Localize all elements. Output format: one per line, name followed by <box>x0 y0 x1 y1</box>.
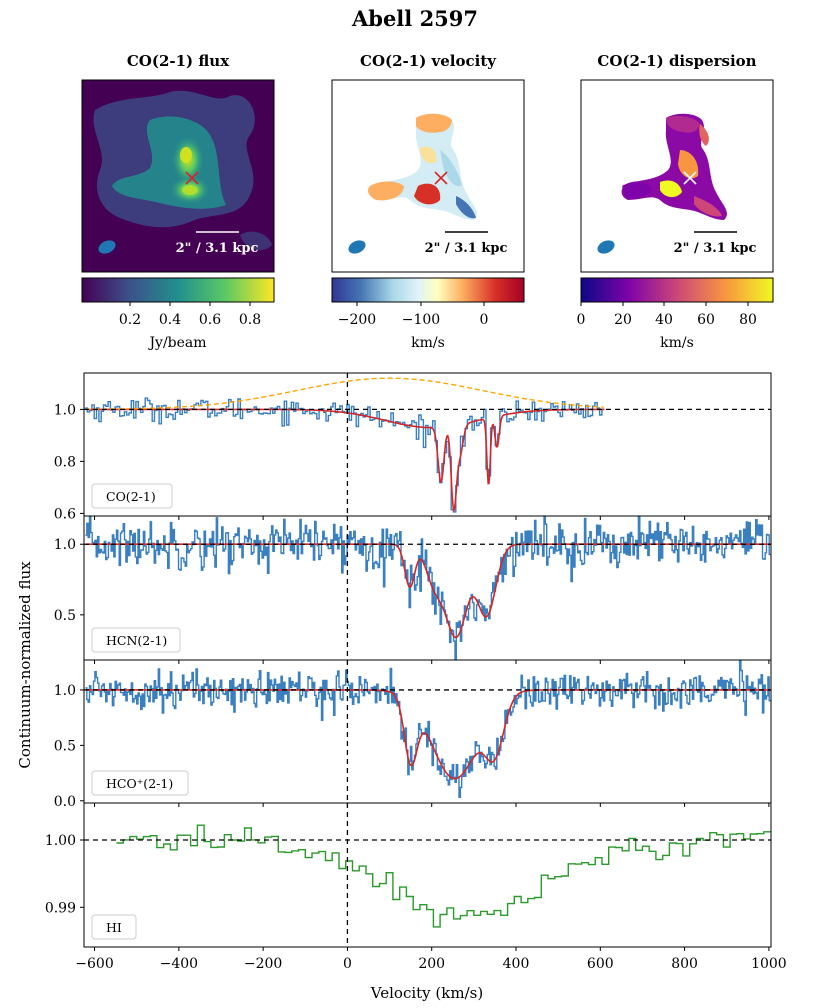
x-tick-label: −400 <box>160 956 198 972</box>
spectra-panels: 0.6 0.8 1.0 CO(2-1) 0.5 1.0 HCN(2-1) 0.0 0.5 1.0 H… <box>45 372 787 972</box>
y-tick-label: 1.0 <box>54 402 76 418</box>
dispersion-map-beam <box>597 240 615 254</box>
y-tick-label: 0.99 <box>45 900 76 916</box>
flux-map-beam <box>98 240 116 254</box>
x-tick-label: 0 <box>343 956 352 972</box>
y-tick-label: 0.0 <box>54 794 76 810</box>
spectrum-plot-area <box>85 660 771 798</box>
velocity-colorbar <box>331 277 525 303</box>
spectrum-panel-2: 0.5 1.0 HCN(2-1) <box>54 515 772 664</box>
legend: CO(2-1) <box>91 483 173 509</box>
legend-label: HCO⁺(2-1) <box>106 776 173 791</box>
spectrum-model-line <box>86 543 771 639</box>
flux-colorbar-label: Jy/beam <box>147 335 206 351</box>
x-tick-label: −200 <box>244 956 282 972</box>
velocity-colorbar-tick-label: −200 <box>338 312 376 328</box>
spectrum-data-line <box>85 660 771 798</box>
y-tick-label: 0.5 <box>54 738 76 754</box>
flux-colorbar-tick-label: 0.2 <box>119 312 141 328</box>
flux-map-panel: CO(2-1) flux 2" / 3.1 kpc 0.2 0.4 <box>81 52 275 351</box>
dispersion-map-scalebar-label: 2" / 3.1 kpc <box>674 241 757 256</box>
legend-box <box>91 770 189 796</box>
dispersion-map-center-marker <box>683 171 697 185</box>
flux-colorbar-tick-label: 0.4 <box>159 312 181 328</box>
velocity-map-beam <box>348 240 366 254</box>
spectra-x-axis-label: Velocity (km/s) <box>370 984 483 1002</box>
flux-colorbar-ticks: 0.2 0.4 0.6 0.8 <box>119 302 261 328</box>
legend-box <box>91 914 137 940</box>
velocity-map-frame <box>331 79 525 273</box>
dispersion-colorbar-tick-label: 0 <box>577 312 586 328</box>
legend: HI <box>91 914 137 940</box>
spectra-y-axis-label: Continuum-normalized flux <box>16 561 34 769</box>
x-tick-label: 600 <box>587 956 614 972</box>
y-tick-label: 1.0 <box>54 537 76 553</box>
dispersion-colorbar-tick-label: 80 <box>739 312 757 328</box>
y-tick-label: 1.0 <box>54 683 76 699</box>
velocity-colorbar-tick-label: −100 <box>402 312 440 328</box>
x-tick-label: 1000 <box>751 956 787 972</box>
dispersion-map-panel: CO(2-1) dispersion 2" / 3.1 kpc 0 20 40 … <box>577 52 774 351</box>
y-tick-label: 0.8 <box>54 454 76 470</box>
flux-map-scalebar-label: 2" / 3.1 kpc <box>176 241 259 256</box>
dispersion-colorbar-tick-label: 60 <box>697 312 715 328</box>
legend-box <box>91 483 173 509</box>
legend: HCO⁺(2-1) <box>91 770 189 796</box>
spectrum-frame <box>83 372 772 517</box>
velocity-colorbar-ticks: −200 −100 0 <box>338 302 489 328</box>
dispersion-colorbar-ticks: 0 20 40 60 80 <box>577 302 757 328</box>
x-tick-label: 400 <box>503 956 530 972</box>
legend-label: HCN(2-1) <box>106 633 167 648</box>
spectrum-frame <box>83 802 772 948</box>
dispersion-colorbar-tick-label: 40 <box>655 312 673 328</box>
velocity-map-scalebar-label: 2" / 3.1 kpc <box>425 241 508 256</box>
spectrum-data-line <box>85 516 771 660</box>
legend: HCN(2-1) <box>91 627 181 653</box>
y-tick-label: 0.6 <box>54 506 76 522</box>
x-tick-label: 200 <box>418 956 445 972</box>
spectrum-data-line <box>116 824 771 928</box>
spectrum-panel-4: 0.99 1.00 −600 −400 −200 0 200 400 600 800 1000 HI <box>45 802 787 972</box>
spectrum-plot-area <box>85 516 771 660</box>
dispersion-colorbar-tick-label: 20 <box>614 312 632 328</box>
x-tick-label: 800 <box>671 956 698 972</box>
dispersion-map-emission <box>621 113 727 220</box>
flux-map-frame <box>81 79 275 273</box>
spectrum-model-line <box>86 408 605 513</box>
flux-map-center-marker <box>185 171 199 185</box>
figure-title: Abell 2597 <box>351 6 478 31</box>
velocity-colorbar-tick-label: 0 <box>480 312 489 328</box>
y-tick-label: 0.5 <box>54 608 76 624</box>
spectrum-model-line <box>86 689 771 780</box>
x-tick-label: −600 <box>75 956 113 972</box>
velocity-map-emission <box>368 113 477 220</box>
legend-label: HI <box>106 920 122 935</box>
velocity-map-center-marker <box>434 171 448 185</box>
spectrum-plot-area <box>116 824 771 928</box>
velocity-map-panel: CO(2-1) velocity 2" / 3.1 kpc −200 −100 … <box>331 52 525 351</box>
spectrum-panel-3: 0.0 0.5 1.0 HCO⁺(2-1) <box>54 659 772 810</box>
velocity-map-title: CO(2-1) velocity <box>360 52 497 70</box>
dispersion-colorbar <box>580 277 774 303</box>
spectrum-plot-area <box>84 377 605 513</box>
flux-colorbar-tick-label: 0.6 <box>199 312 221 328</box>
legend-label: CO(2-1) <box>106 489 156 504</box>
spectrum-panel-1: 0.6 0.8 1.0 CO(2-1) <box>54 372 772 522</box>
dispersion-colorbar-label: km/s <box>660 335 694 351</box>
flux-map-emission <box>93 90 272 251</box>
dispersion-map-frame <box>580 79 774 273</box>
legend-box <box>91 627 181 653</box>
flux-map-title: CO(2-1) flux <box>127 52 230 70</box>
flux-colorbar <box>81 277 275 303</box>
y-tick-label: 1.00 <box>45 833 76 849</box>
dispersion-map-title: CO(2-1) dispersion <box>597 52 756 70</box>
flux-colorbar-tick-label: 0.8 <box>239 312 261 328</box>
velocity-colorbar-label: km/s <box>411 335 445 351</box>
spectrum-gaussian-overlay <box>86 377 604 410</box>
